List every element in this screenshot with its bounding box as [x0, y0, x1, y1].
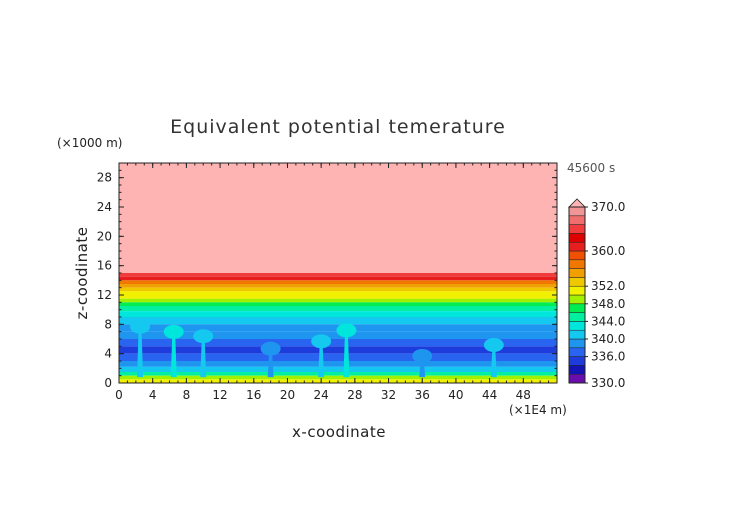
- y-unit-label: (×1000 m): [57, 136, 122, 150]
- x-tick-label: 32: [381, 388, 396, 402]
- colorbar-swatch: [568, 259, 586, 269]
- time-label: 45600 s: [567, 161, 615, 175]
- colorbar-swatch: [568, 365, 586, 375]
- y-tick-label: 16: [97, 259, 112, 273]
- plume-head: [412, 349, 433, 363]
- y-tick-label: 0: [104, 376, 112, 390]
- colorbar-swatch: [568, 215, 586, 225]
- plume-stem: [137, 330, 144, 378]
- y-tick-label: 28: [97, 171, 112, 185]
- x-axis-label: x-coodinate: [292, 423, 386, 441]
- colorbar-label: 340.0: [591, 332, 625, 346]
- plume-head: [193, 329, 214, 344]
- x-tick-label: 28: [347, 388, 362, 402]
- colorbar-label: 330.0: [591, 376, 625, 390]
- plume-stem: [200, 340, 207, 378]
- field-layer: [119, 280, 557, 284]
- field-layer: [119, 361, 557, 367]
- field-layer: [119, 287, 557, 292]
- field-layer: [119, 284, 557, 288]
- colorbar-swatch: [568, 241, 586, 252]
- plume-stem: [343, 334, 350, 378]
- colorbar-label: 336.0: [591, 350, 625, 364]
- x-tick-label: 24: [314, 388, 329, 402]
- x-axis: 0 4 8 12 16 20 24 28 32 36 40 44 48: [115, 163, 558, 402]
- colorbar-swatch: [568, 373, 586, 384]
- field-layer: [119, 163, 557, 273]
- x-tick-label: 8: [183, 388, 191, 402]
- x-tick-label: 4: [149, 388, 157, 402]
- plume-stem: [419, 360, 426, 378]
- colorbar-swatch: [568, 206, 586, 217]
- field-layer: [119, 306, 557, 312]
- x-tick-label: 20: [280, 388, 295, 402]
- field-layer: [119, 302, 557, 306]
- field-layer: [119, 353, 557, 361]
- plume-head: [260, 341, 281, 356]
- colorbar-label: 348.0: [591, 297, 625, 311]
- field-layer: [119, 311, 557, 317]
- y-tick-label: 12: [97, 288, 112, 302]
- colorbar-swatch: [568, 303, 586, 313]
- colorbar-swatch: [568, 329, 586, 340]
- colorbar-extend-triangle: [568, 198, 586, 208]
- colorbar-swatch: [568, 250, 586, 261]
- plume-head: [483, 338, 504, 352]
- colorbar-label: 370.0: [591, 200, 625, 214]
- field-layer: [119, 339, 557, 347]
- y-tick-label: 8: [104, 317, 112, 331]
- colorbar-swatch: [568, 285, 586, 296]
- x-tick-label: 12: [212, 388, 227, 402]
- colorbar-frame: [568, 206, 586, 384]
- plume-head: [130, 319, 151, 334]
- x-tick-label: 44: [482, 388, 497, 402]
- x-tick-label: 40: [448, 388, 463, 402]
- field-layer: [119, 317, 557, 325]
- x-tick-label: 16: [246, 388, 261, 402]
- colorbar-swatch: [568, 356, 586, 366]
- x-tick-label: 0: [115, 388, 123, 402]
- plume-stem: [267, 352, 274, 378]
- plume-stem: [490, 349, 497, 378]
- chart-title: Equivalent potential temerature: [170, 116, 506, 138]
- field-layer: [119, 291, 557, 295]
- field-layer: [119, 346, 557, 354]
- y-tick-label: 4: [104, 347, 112, 361]
- field-layer: [119, 366, 557, 372]
- colorbar-swatch: [568, 233, 586, 243]
- colorbar-swatch: [568, 338, 586, 349]
- field-layer: [119, 276, 557, 281]
- y-axis: 0 4 8 12 16 20 24 28: [97, 162, 557, 390]
- y-axis-label: z-coodinate: [73, 227, 91, 320]
- field-layer: [119, 295, 557, 299]
- colorbar: 330.0 336.0 340.0 344.0 348.0 352.0 360.0 370.0: [568, 198, 625, 390]
- plume-head: [336, 323, 357, 338]
- field-layer: [119, 372, 557, 376]
- field-layer: [119, 298, 557, 303]
- plume-stem: [318, 345, 325, 378]
- plume-stem: [170, 335, 177, 378]
- plume-head: [311, 334, 332, 349]
- field-layer: [119, 375, 557, 380]
- y-tick-label: 24: [97, 200, 112, 214]
- colorbar-label: 344.0: [591, 314, 625, 328]
- colorbar-swatch: [568, 312, 586, 322]
- x-tick-label: 48: [516, 388, 531, 402]
- plume-head: [163, 324, 184, 339]
- x-unit-label: (×1E4 m): [509, 403, 567, 417]
- colorbar-label: 360.0: [591, 244, 625, 258]
- colorbar-swatch: [568, 347, 586, 357]
- colorbar-swatch: [568, 268, 586, 278]
- x-tick-label: 36: [415, 388, 430, 402]
- y-tick-label: 20: [97, 229, 112, 243]
- colorbar-swatch: [568, 277, 586, 287]
- colorbar-swatch: [568, 294, 586, 305]
- colorbar-swatch: [568, 224, 586, 234]
- colorbar-swatch: [568, 321, 586, 331]
- colorbar-label: 352.0: [591, 279, 625, 293]
- plot-field: [119, 163, 557, 383]
- field-layer: [119, 331, 557, 339]
- field-layer: [119, 273, 557, 277]
